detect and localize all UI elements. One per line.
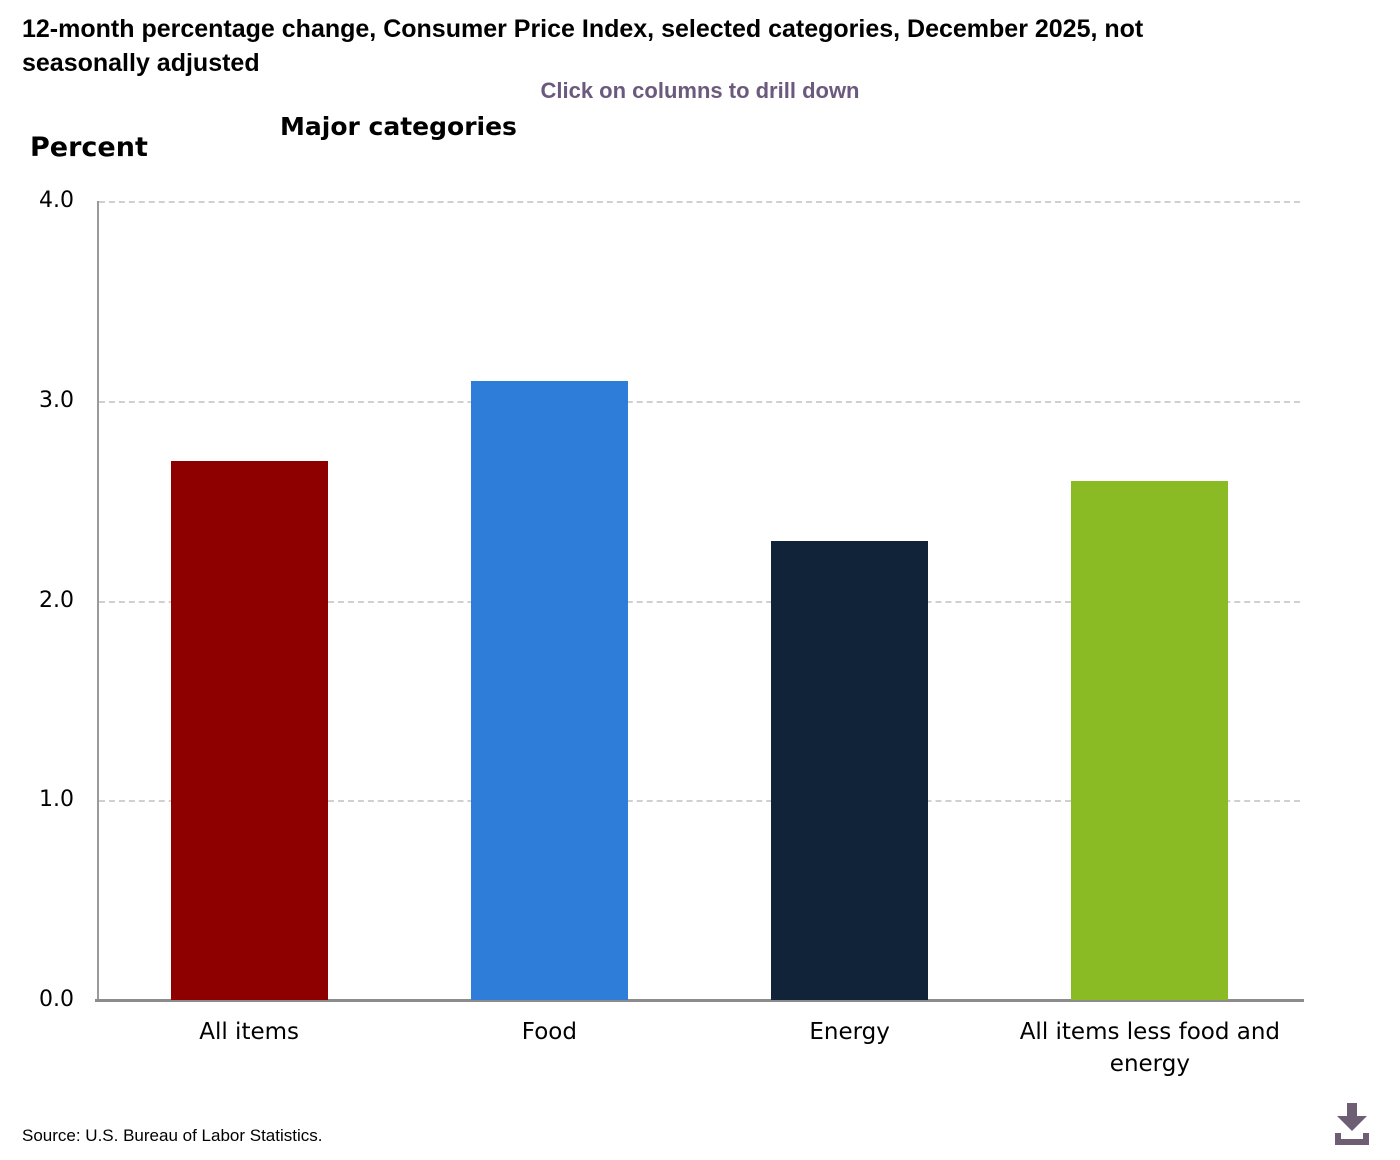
chart-title: 12-month percentage change, Consumer Pri… xyxy=(22,12,1143,80)
download-icon xyxy=(1330,1103,1374,1152)
gridline-2.0 xyxy=(99,600,1300,603)
drilldown-hint: Click on columns to drill down xyxy=(540,78,860,103)
y-axis-line xyxy=(97,201,99,1000)
bar-all-items-less-food-and-energy[interactable] xyxy=(1071,480,1229,1000)
y-tick-label-1.0: 1.0 xyxy=(39,787,74,813)
x-axis-label-all-items: All items xyxy=(199,1019,300,1045)
gridline-3.0 xyxy=(99,400,1300,403)
bar-all-items[interactable] xyxy=(170,460,328,1000)
download-button[interactable] xyxy=(1330,1101,1374,1149)
bar-energy[interactable] xyxy=(771,540,929,1000)
y-tick-label-4.0: 4.0 xyxy=(39,188,74,213)
gridline-1.0 xyxy=(99,800,1300,803)
chart-title-line1: 12-month percentage change, Consumer Pri… xyxy=(22,15,1144,43)
x-axis-label-energy: Energy xyxy=(809,1019,890,1045)
y-axis-title: Percent xyxy=(30,132,148,163)
source-note: Source: U.S. Bureau of Labor Statistics. xyxy=(22,1126,323,1145)
bar-food[interactable] xyxy=(470,380,628,1000)
y-tick-label-0.0: 0.0 xyxy=(39,987,74,1012)
x-axis-label-food: Food xyxy=(521,1019,577,1045)
x-axis-line xyxy=(95,999,1304,1002)
chart-subtitle-major-categories: Major categories xyxy=(280,112,517,141)
y-tick-label-2.0: 2.0 xyxy=(39,587,74,613)
x-axis-label-all-items-less-food-and-energy: All items less food and energy xyxy=(1019,1019,1281,1077)
gridline-4.0 xyxy=(99,201,1300,203)
chart-title-line2: seasonally adjusted xyxy=(22,49,260,77)
plot-area xyxy=(95,201,1304,1002)
y-tick-label-3.0: 3.0 xyxy=(39,387,74,413)
